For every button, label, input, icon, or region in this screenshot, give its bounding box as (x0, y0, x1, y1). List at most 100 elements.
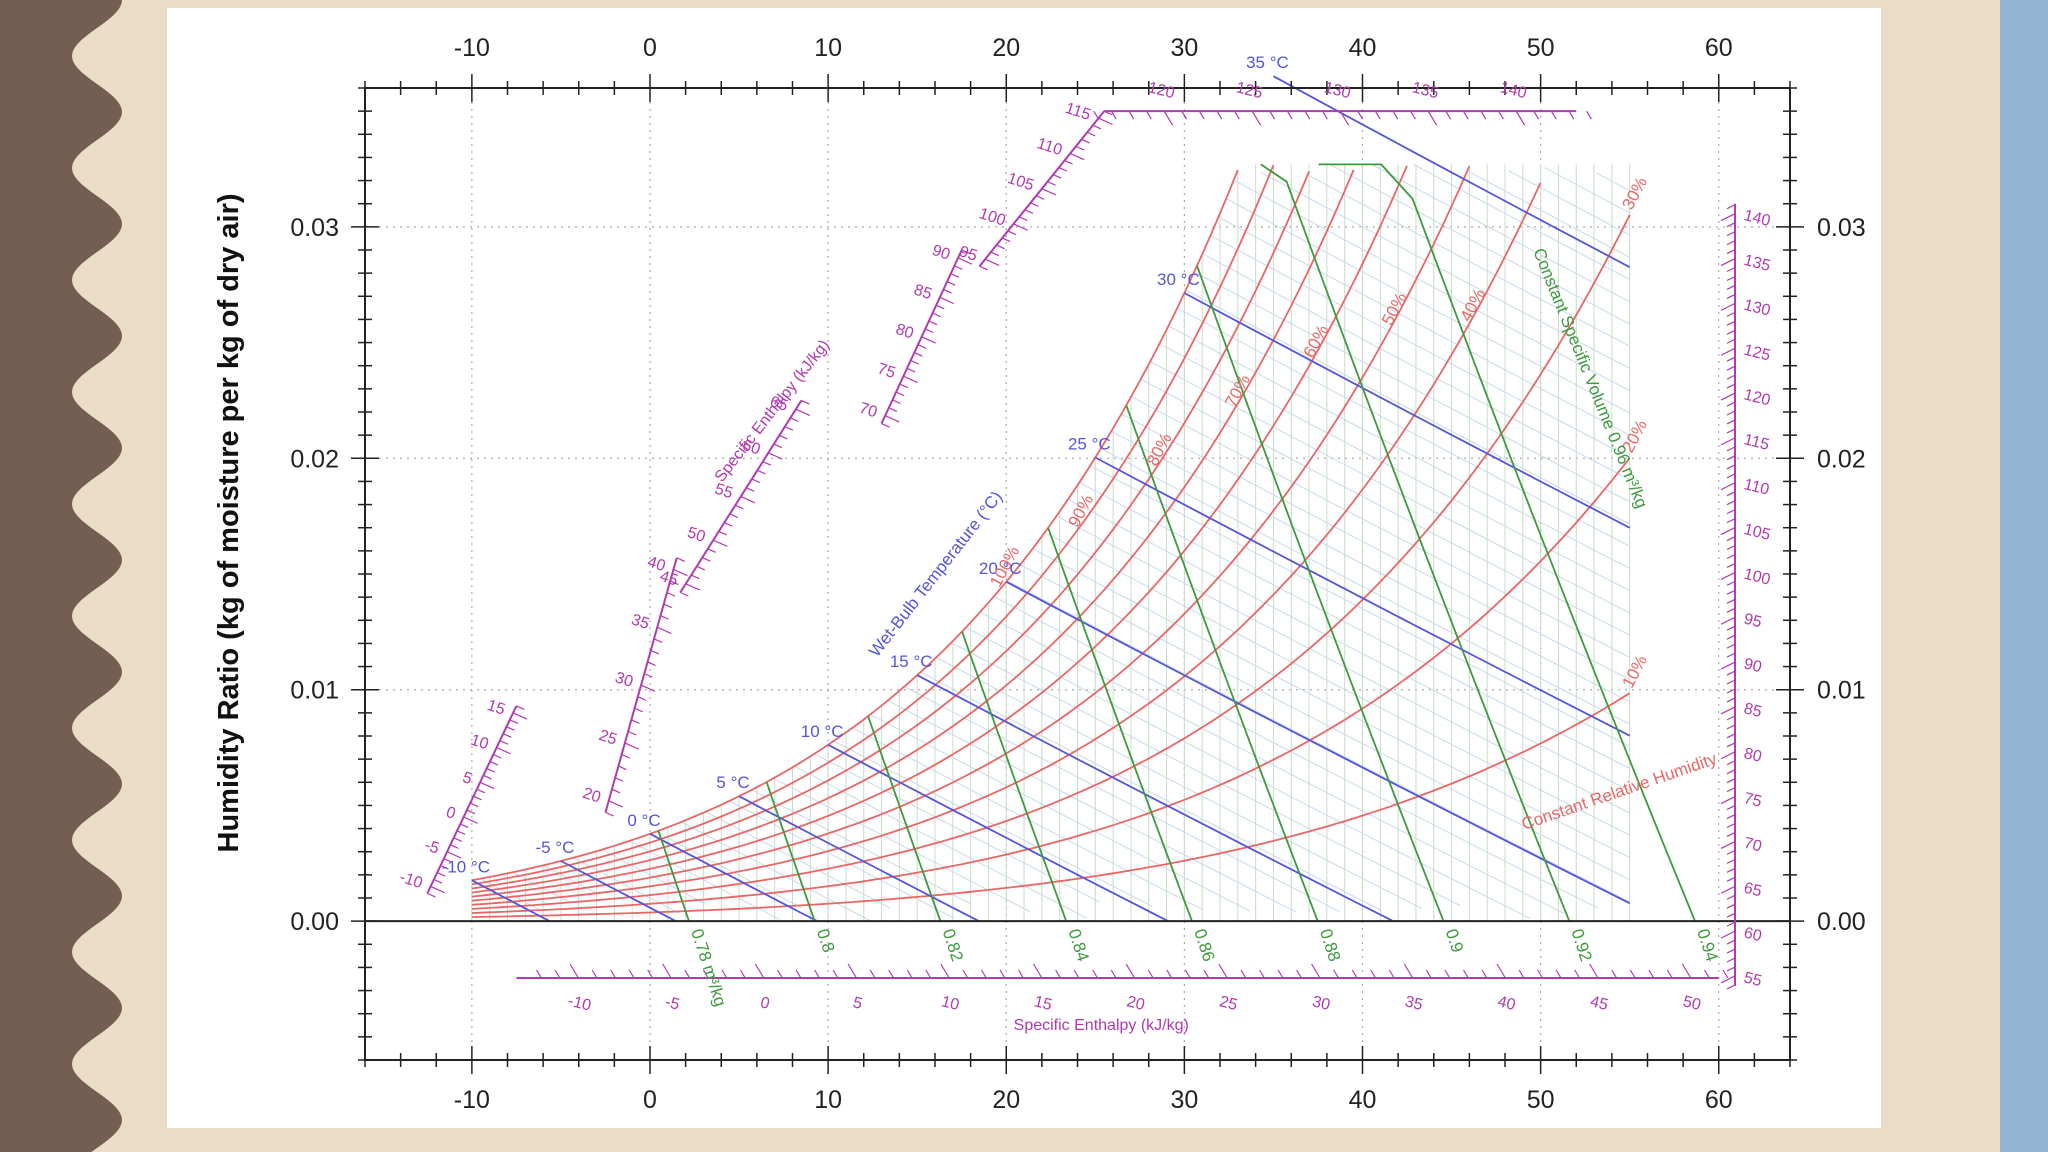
enthalpy-bottom-tick (1518, 969, 1525, 979)
enthalpy-bottom-tick (1184, 969, 1191, 979)
enthalpy-diagonal-tick (903, 375, 918, 384)
enthalpy-right-tick (1726, 867, 1736, 873)
curve-labels-layer: -10 °C -5 °C 0 °C 5 °C 10 °C 15 °C 20 °C 25 °C 3… (442, 53, 1722, 1009)
enthalpy-right-tick (1720, 796, 1736, 805)
enthalpy-diagonal-tick (906, 367, 916, 373)
enthalpy-diagonal-tick (1081, 138, 1090, 144)
enthalpy-line (655, 831, 803, 909)
enthalpy-bottom-tick (925, 969, 932, 979)
enthalpy-right-tick (1726, 311, 1736, 317)
enthalpy-diagonal-tick (899, 383, 909, 389)
enthalpy-right-label: 140 (1742, 207, 1772, 230)
enthalpy-diagonal-tick (713, 539, 728, 547)
enthalpy-bottom-tick (999, 969, 1006, 979)
enthalpy-diagonal-tick (795, 408, 811, 417)
enthalpy-line (1210, 234, 1630, 458)
enthalpy-right-tick (1720, 616, 1736, 625)
wet-bulb-line (1272, 75, 1631, 268)
enthalpy-diagonal-tick (466, 809, 476, 815)
enthalpy-top-label: 120 (1146, 79, 1176, 102)
enthalpy-line (480, 878, 539, 910)
enthalpy-bottom-tick (628, 969, 635, 979)
wet-bulb-label: 0 °C (627, 811, 660, 830)
enthalpy-diagonal-tick (696, 565, 706, 571)
enthalpy-diagonal-label: 100 (977, 205, 1008, 229)
enthalpy-bottom-tick (777, 969, 783, 979)
enthalpy-top-tick (1586, 110, 1592, 120)
rh-curve (471, 169, 1355, 894)
enthalpy-bottom-tick (1703, 969, 1710, 979)
enthalpy-bottom-tick (906, 969, 913, 979)
enthalpy-right-tick (1726, 948, 1736, 954)
enthalpy-right-tick (1726, 760, 1736, 766)
enthalpy-right-tick (1726, 742, 1736, 748)
enthalpy-right-tick (1726, 724, 1736, 730)
enthalpy-diagonal-tick (611, 788, 621, 794)
enthalpy-diagonal-tick (1041, 188, 1057, 196)
enthalpy-top-tick (1533, 110, 1540, 120)
enthalpy-line (1544, 167, 1630, 214)
enthalpy-right-tick (1726, 894, 1736, 900)
enthalpy-diagonal-tick (608, 800, 623, 808)
enthalpy-diagonal-tick (443, 858, 453, 863)
enthalpy-top-tick (1216, 110, 1223, 120)
enthalpy-line (773, 777, 1031, 913)
enthalpy-bottom-tick (1218, 963, 1228, 979)
enthalpy-line (705, 811, 891, 909)
enthalpy-right-tick (1726, 787, 1736, 793)
enthalpy-right-tick (1720, 258, 1736, 267)
enthalpy-right-tick (1726, 266, 1736, 273)
enthalpy-bottom-tick (1666, 969, 1673, 979)
enthalpy-diagonal-label: 95 (957, 243, 979, 265)
enthalpy-right-tick (1720, 392, 1736, 401)
enthalpy-right-label: 55 (1742, 969, 1763, 990)
enthalpy-right-tick (1726, 544, 1736, 551)
enthalpy-diagonal-tick (647, 661, 656, 667)
enthalpy-bottom-tick (536, 969, 542, 979)
enthalpy-diagonal-tick (499, 740, 509, 745)
specific-volume-label: 0.84 (1064, 927, 1092, 964)
enthalpy-right-label: 95 (1742, 611, 1763, 632)
enthalpy-diagonal-tick (489, 760, 499, 766)
specific-volume-label: 0.9 (1442, 927, 1467, 955)
y-tick-label-right: 0.01 (1817, 677, 1866, 705)
enthalpy-diagonal-tick (650, 649, 660, 655)
enthalpy-right-tick (1726, 428, 1736, 434)
enthalpy-diagonal-tick (1098, 117, 1113, 126)
enthalpy-bottom-tick (1203, 969, 1210, 979)
enthalpy-diagonal-tick (453, 837, 462, 842)
enthalpy-right-tick (1720, 975, 1736, 984)
enthalpy-line (1121, 413, 1630, 681)
enthalpy-right-tick (1726, 536, 1736, 542)
enthalpy-diagonal-tick (627, 730, 637, 736)
enthalpy-diagonal-tick (884, 415, 900, 423)
rh-curve (471, 214, 1631, 910)
enthalpy-diagonal-tick (479, 781, 495, 790)
enthalpy-bottom-tick (1240, 969, 1247, 979)
enthalpy-diagonal-tick (1086, 131, 1096, 137)
enthalpy-line (1019, 564, 1630, 881)
enthalpy-right-tick (1726, 580, 1736, 586)
enthalpy-diagonal-tick (509, 719, 519, 724)
enthalpy-line (1150, 361, 1630, 614)
enthalpy-right-tick (1726, 715, 1736, 721)
enthalpy-bottom-tick (814, 969, 820, 979)
enthalpy-bottom-label: -5 (663, 994, 681, 1014)
enthalpy-bottom-title: Specific Enthalpy (kJ/kg) (1014, 1017, 1189, 1034)
enthalpy-line (1067, 498, 1630, 792)
enthalpy-line (993, 596, 1599, 909)
enthalpy-diagonal-tick (910, 359, 919, 365)
enthalpy-right-label: 100 (1742, 566, 1772, 589)
x-tick-label-bottom: 40 (1349, 1086, 1377, 1114)
enthalpy-top-tick (1515, 110, 1526, 126)
enthalpy-diagonal-tick (460, 823, 469, 829)
enthalpy-line (1006, 580, 1630, 903)
enthalpy-bottom-tick (1444, 969, 1451, 979)
enthalpy-diagonal-label: 65 (768, 393, 790, 415)
enthalpy-right-tick (1726, 464, 1736, 470)
enthalpy-diagonal-tick (486, 767, 495, 773)
x-tick-label-top: 40 (1349, 34, 1377, 62)
enthalpy-right-tick (1726, 607, 1736, 613)
enthalpy-top-tick (1269, 110, 1276, 120)
enthalpy-bottom-tick (888, 969, 895, 979)
